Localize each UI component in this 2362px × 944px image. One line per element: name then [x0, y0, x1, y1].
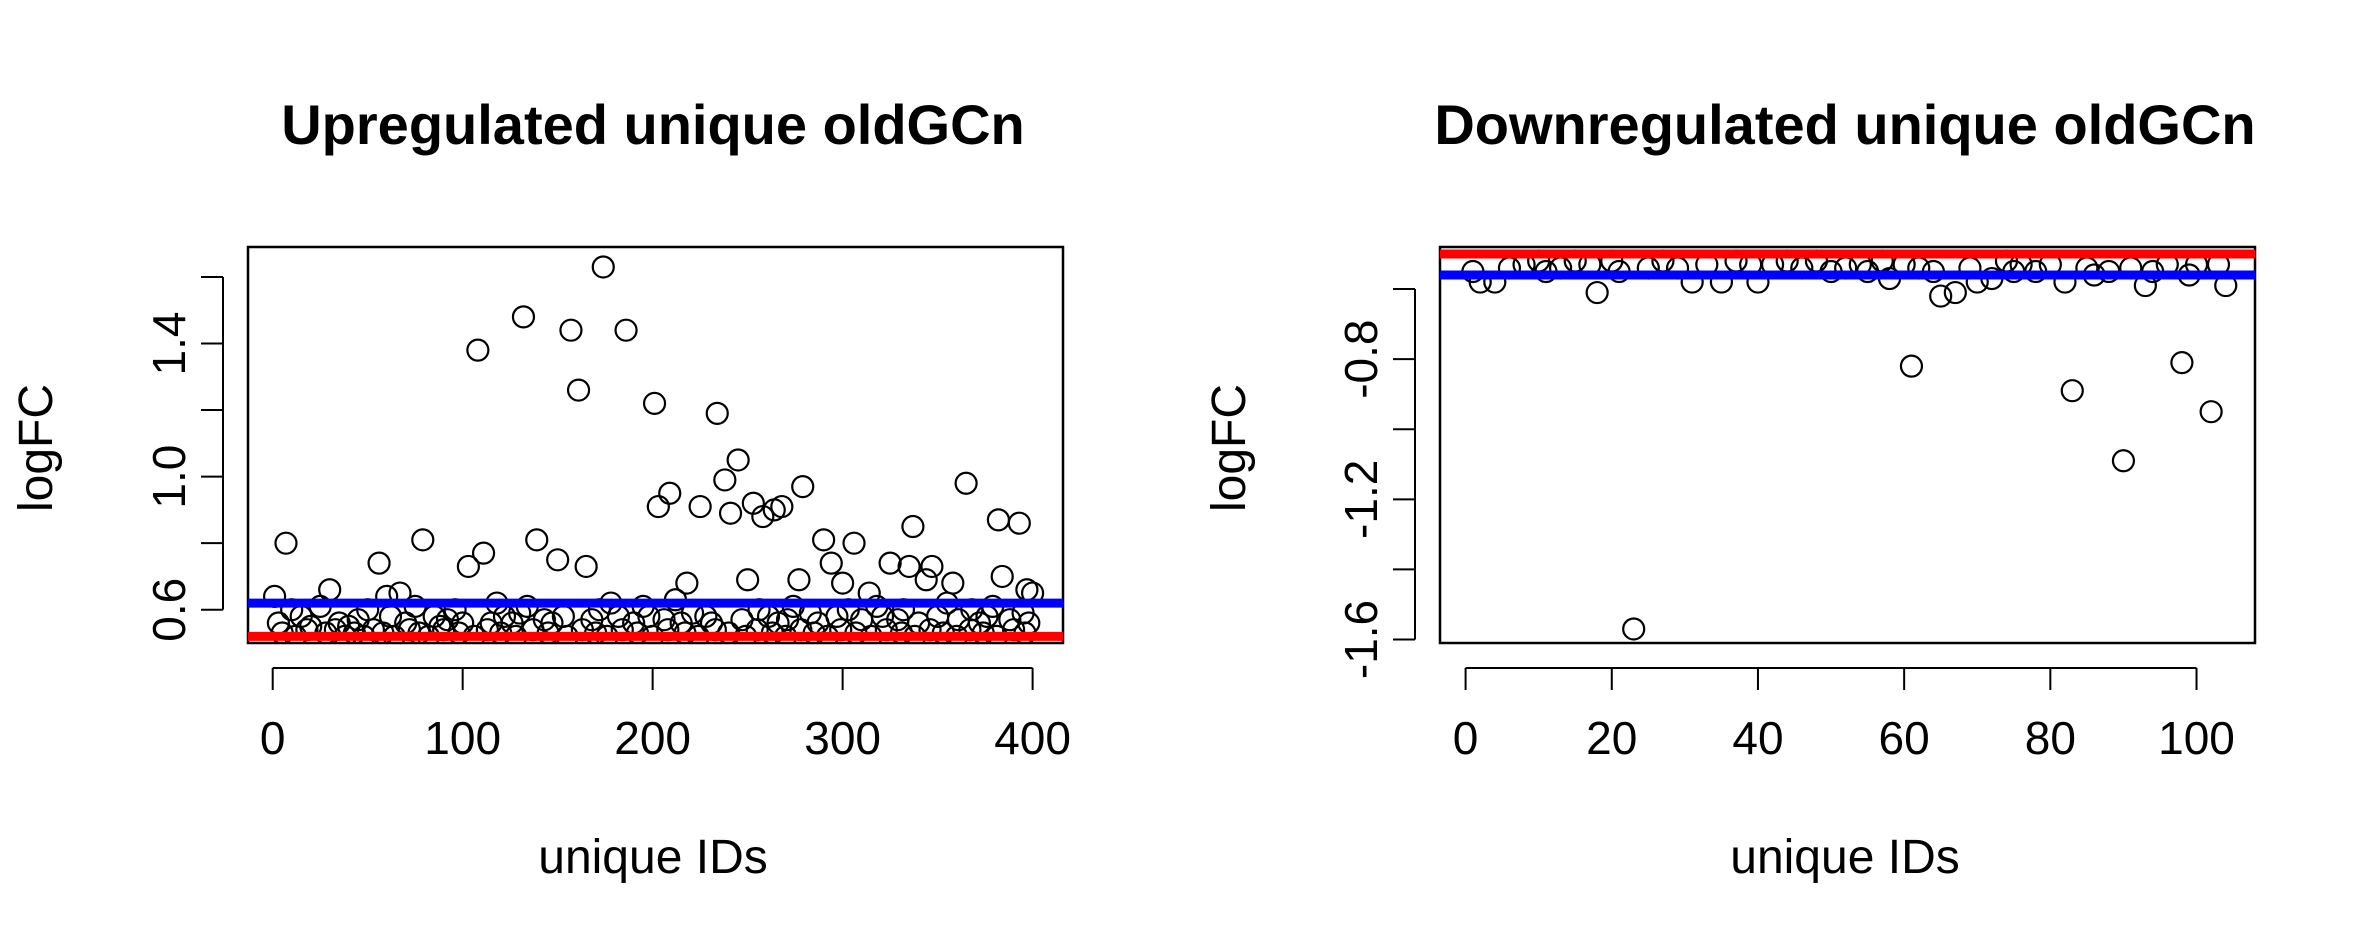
data-point	[1899, 354, 1924, 378]
data-point	[897, 554, 921, 579]
x-tick-label: 300	[804, 712, 881, 764]
data-point	[1585, 280, 1609, 305]
data-point	[986, 508, 1011, 532]
y-tick-label: -1.2	[1335, 460, 1387, 539]
data-point	[831, 571, 855, 595]
data-point	[658, 481, 682, 505]
data-point	[559, 318, 583, 342]
data-point	[2170, 351, 2194, 375]
x-tick-label: 100	[424, 712, 501, 764]
data-point	[652, 608, 676, 632]
x-tick-label: 0	[1453, 712, 1479, 764]
data-point	[471, 541, 496, 565]
data-point	[411, 528, 435, 552]
data-point	[2111, 449, 2136, 473]
x-tick-label: 100	[2158, 712, 2235, 764]
data-point	[1007, 511, 1031, 535]
data-point	[901, 514, 925, 539]
data-point	[787, 568, 811, 592]
data-point	[812, 528, 836, 552]
plot-area	[248, 255, 1063, 643]
x-tick-label: 200	[614, 712, 691, 764]
data-point	[791, 474, 815, 499]
data-point	[2060, 379, 2084, 403]
data-point	[736, 568, 760, 592]
y-tick-label: -0.8	[1335, 320, 1387, 399]
data-point	[688, 494, 712, 519]
data-point	[646, 494, 670, 519]
x-tick-label: 40	[1732, 712, 1783, 764]
chart-title: Downregulated unique oldGCn	[1434, 93, 2255, 156]
data-point	[367, 551, 391, 575]
plot-frame	[1438, 245, 2257, 645]
data-point	[675, 571, 699, 595]
data-point	[726, 448, 750, 472]
x-tick-label: 20	[1586, 712, 1637, 764]
y-tick-label: 1.4	[143, 312, 195, 376]
y-axis-label: logFC	[1203, 384, 1256, 512]
data-point	[1622, 617, 1646, 641]
data-point	[525, 528, 549, 552]
y-tick-label: 1.0	[143, 445, 195, 509]
y-tick-label: 0.6	[143, 578, 195, 642]
data-point	[274, 531, 298, 555]
data-point	[998, 608, 1022, 632]
data-point	[574, 554, 598, 579]
data-point	[566, 378, 591, 402]
data-point	[770, 494, 794, 519]
data-point	[466, 338, 490, 362]
data-point	[842, 531, 866, 555]
x-tick-label: 0	[260, 712, 286, 764]
chart-title: Upregulated unique oldGCn	[281, 93, 1025, 156]
data-point	[546, 548, 570, 572]
data-point	[713, 468, 737, 492]
data-point	[990, 564, 1014, 589]
data-point	[718, 501, 743, 525]
y-axis-label: logFC	[10, 384, 63, 512]
data-point	[2199, 400, 2223, 424]
data-point	[954, 471, 978, 495]
data-point	[456, 554, 480, 579]
plot-frame	[246, 245, 1065, 645]
data-point	[511, 305, 536, 329]
data-point	[614, 318, 638, 342]
data-point	[705, 401, 729, 425]
x-axis-label: unique IDs	[538, 831, 767, 884]
data-point	[920, 554, 944, 579]
x-axis-label: unique IDs	[1730, 831, 1959, 884]
upregulated-chart-panel: Upregulated unique oldGCn unique IDs log…	[10, 93, 1071, 884]
x-tick-label: 400	[994, 712, 1071, 764]
data-point	[642, 391, 667, 416]
x-tick-label: 80	[2025, 712, 2076, 764]
data-point	[878, 551, 902, 575]
data-point	[1943, 280, 1967, 305]
data-point	[318, 578, 342, 602]
plot-area	[1440, 249, 2255, 641]
data-point	[941, 571, 965, 595]
data-point	[1929, 284, 1953, 308]
data-point	[819, 551, 843, 575]
downregulated-chart-panel: Downregulated unique oldGCn unique IDs l…	[1203, 93, 2257, 884]
y-tick-label: -1.6	[1335, 600, 1387, 679]
x-tick-label: 60	[1879, 712, 1930, 764]
data-point	[751, 504, 775, 529]
data-point	[591, 255, 615, 279]
data-point	[914, 568, 938, 592]
